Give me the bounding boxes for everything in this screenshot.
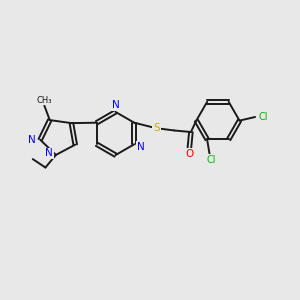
Text: Cl: Cl: [206, 155, 216, 165]
Text: CH₃: CH₃: [37, 96, 52, 105]
Text: O: O: [185, 148, 194, 159]
Text: N: N: [28, 135, 36, 145]
Text: N: N: [137, 142, 145, 152]
Text: S: S: [153, 123, 160, 133]
Text: Cl: Cl: [259, 112, 268, 122]
Text: N: N: [45, 148, 53, 158]
Text: N: N: [112, 100, 120, 110]
